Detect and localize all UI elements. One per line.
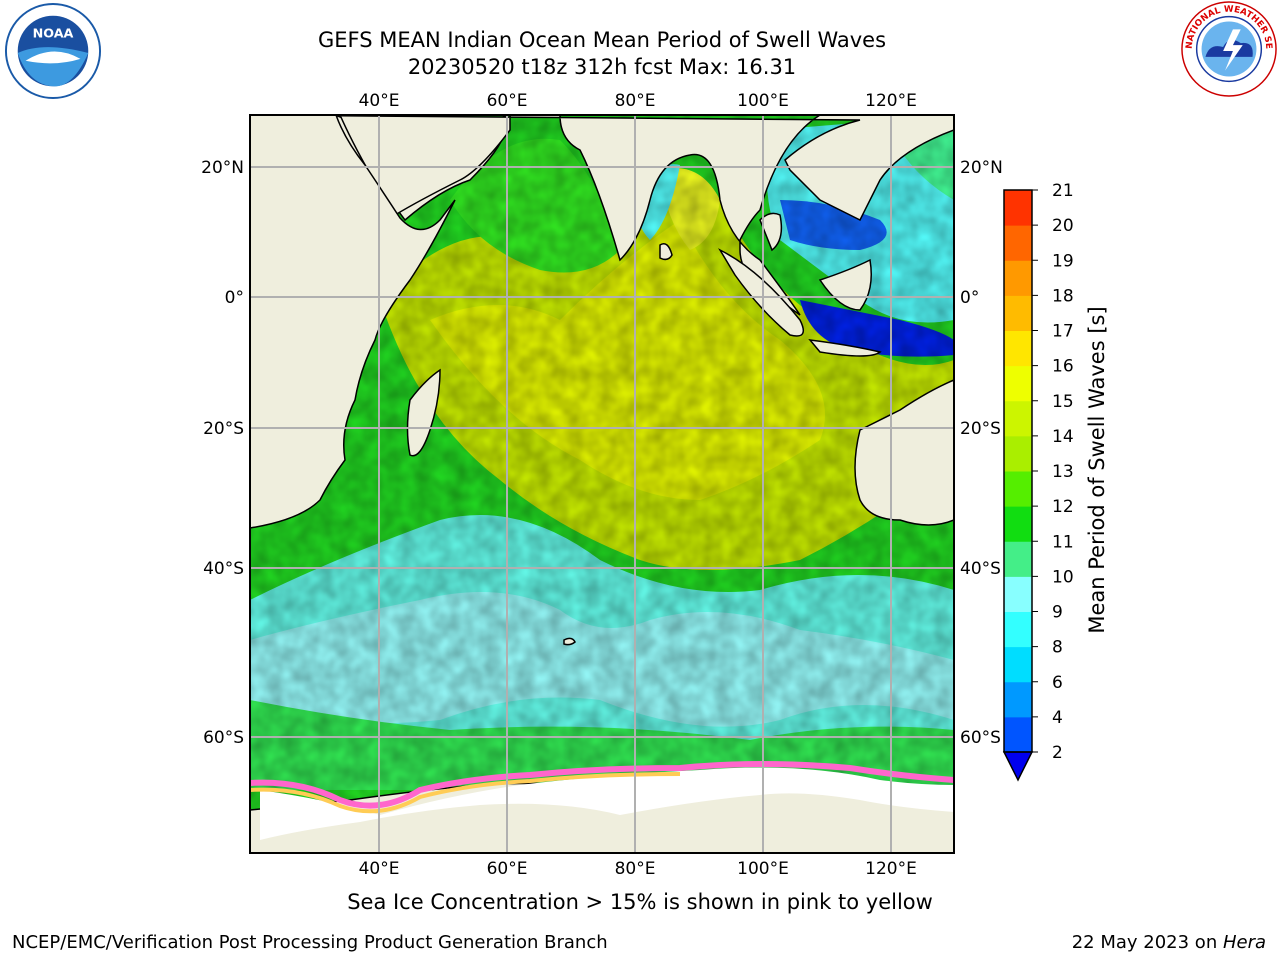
colorbar-segment bbox=[1004, 365, 1032, 402]
colorbar-segment bbox=[1004, 506, 1032, 542]
chart-subtitle: 20230520 t18z 312h fcst Max: 16.31 bbox=[407, 55, 797, 79]
colorbar-tick-label: 9 bbox=[1052, 603, 1063, 623]
lon-tick-bottom: 60°E bbox=[487, 859, 528, 879]
colorbar-segment bbox=[1004, 225, 1032, 261]
colorbar-segment bbox=[1004, 716, 1032, 753]
colorbar-segment bbox=[1004, 471, 1032, 507]
colorbar-tick-label: 19 bbox=[1052, 251, 1074, 271]
colorbar-segment bbox=[1004, 260, 1032, 296]
colorbar-segment bbox=[1004, 400, 1032, 437]
colorbar-segment bbox=[1004, 681, 1032, 718]
colorbar-segment bbox=[1004, 611, 1032, 648]
colorbar-segment bbox=[1004, 541, 1032, 577]
colorbar-tick-label: 6 bbox=[1052, 673, 1063, 693]
lon-tick-top: 100°E bbox=[737, 91, 789, 111]
lat-tick-left: 20°S bbox=[203, 419, 244, 439]
graticule bbox=[250, 115, 954, 853]
lat-tick-right: 0° bbox=[960, 288, 979, 308]
lon-tick-top: 120°E bbox=[865, 91, 917, 111]
lon-tick-bottom: 40°E bbox=[359, 859, 400, 879]
colorbar-segment bbox=[1004, 646, 1032, 683]
chart-title: GEFS MEAN Indian Ocean Mean Period of Sw… bbox=[317, 28, 887, 52]
colorbar-tick-label: 4 bbox=[1052, 708, 1063, 728]
nws-logo: NATIONAL WEATHER SERVICE bbox=[1178, 0, 1277, 97]
land-madagascar bbox=[406, 368, 441, 457]
colorbar-tick-label: 14 bbox=[1052, 427, 1074, 447]
lat-tick-left: 60°S bbox=[203, 728, 244, 748]
colorbar-tick-label: 8 bbox=[1052, 638, 1063, 658]
lat-tick-left: 20°N bbox=[201, 158, 244, 178]
colorbar-tick-label: 11 bbox=[1052, 532, 1074, 552]
lon-tick-bottom: 120°E bbox=[865, 859, 917, 879]
colorbar-segment bbox=[1004, 576, 1032, 612]
colorbar-tick-label: 17 bbox=[1052, 322, 1074, 342]
sea-ice-area bbox=[260, 767, 954, 840]
colorbar-extend-arrow bbox=[1002, 751, 1034, 782]
lat-tick-right: 20°N bbox=[960, 158, 1003, 178]
land-sumatra bbox=[718, 248, 805, 337]
colorbar-tick-label: 15 bbox=[1052, 392, 1074, 412]
colorbar: 2 4 6 8 9 10 11 12 13 14 15 16 17 18 19 20 21 bbox=[1002, 181, 1074, 782]
footer-credit: NCEP/EMC/Verification Post Processing Pr… bbox=[12, 932, 608, 953]
colorbar-tick-label: 18 bbox=[1052, 286, 1074, 306]
lat-tick-left: 0° bbox=[225, 288, 244, 308]
footer-date-text: 22 May 2023 on bbox=[1071, 932, 1223, 953]
colorbar-tick-label: 20 bbox=[1052, 216, 1074, 236]
colorbar-segment bbox=[1004, 435, 1032, 472]
lon-tick-top: 80°E bbox=[615, 91, 656, 111]
lat-tick-right: 40°S bbox=[960, 559, 1001, 579]
colorbar-segment bbox=[1004, 295, 1032, 331]
colorbar-segment bbox=[1004, 190, 1032, 226]
footer-date: 22 May 2023 on Hera bbox=[1072, 932, 1266, 953]
lat-tick-right: 20°S bbox=[960, 419, 1001, 439]
sea-ice-note: Sea Ice Concentration > 15% is shown in … bbox=[347, 890, 933, 914]
sea-ice-edge-yellow bbox=[250, 772, 681, 814]
colorbar-segment bbox=[1004, 330, 1032, 367]
land-australia bbox=[854, 379, 954, 526]
land-sri-lanka bbox=[659, 243, 673, 261]
colorbar-label-text: Mean Period of Swell Waves [s] bbox=[1085, 306, 1109, 634]
land-africa bbox=[250, 115, 456, 529]
lat-tick-right: 60°S bbox=[960, 728, 1001, 748]
colorbar-tick-label: 10 bbox=[1052, 567, 1074, 587]
lon-tick-bottom: 100°E bbox=[737, 859, 789, 879]
footer-host: Hera bbox=[1222, 932, 1266, 953]
land-kerguelen bbox=[563, 637, 576, 646]
svg-text:NOAA: NOAA bbox=[33, 26, 74, 41]
land-indochina bbox=[759, 212, 783, 252]
lon-tick-top: 60°E bbox=[487, 91, 528, 111]
colorbar-tick-label: 16 bbox=[1052, 357, 1074, 377]
map-field bbox=[250, 115, 954, 853]
land-java bbox=[808, 339, 882, 357]
lon-tick-top: 40°E bbox=[359, 91, 400, 111]
map-frame bbox=[249, 114, 955, 854]
colorbar-tick-label: 12 bbox=[1052, 497, 1074, 517]
colorbar-tick-label: 21 bbox=[1052, 181, 1074, 201]
lon-tick-bottom: 80°E bbox=[615, 859, 656, 879]
colorbar-tick-label: 2 bbox=[1052, 743, 1063, 763]
colorbar-tick-label: 13 bbox=[1052, 462, 1074, 482]
sea-ice-edge bbox=[250, 761, 954, 809]
noaa-logo: NOAA bbox=[4, 2, 102, 100]
land-asia bbox=[250, 115, 954, 316]
lat-tick-left: 40°S bbox=[203, 559, 244, 579]
